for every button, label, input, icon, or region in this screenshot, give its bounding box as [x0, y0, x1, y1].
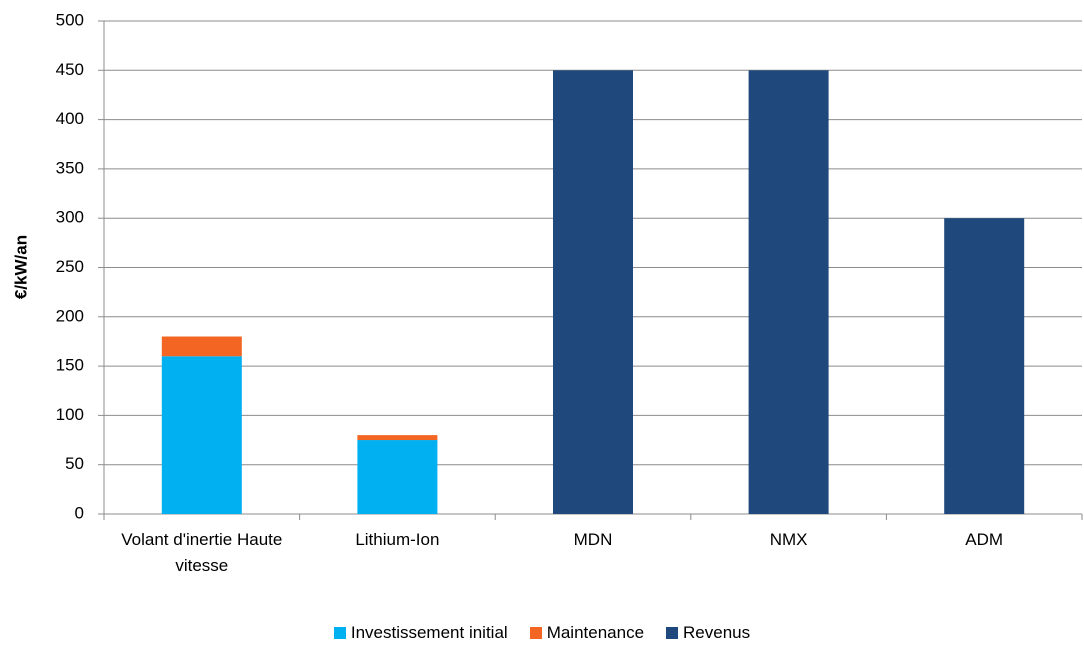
y-tick-label: 50 — [65, 454, 84, 473]
x-tick-label: MDN — [573, 530, 613, 549]
bar — [748, 70, 829, 515]
bar — [161, 336, 242, 357]
x-tick-label: ADM — [965, 530, 1004, 549]
y-tick-label: 200 — [56, 306, 84, 325]
y-tick-label: 500 — [56, 10, 84, 29]
legend-swatch — [666, 627, 679, 639]
y-tick-label: 100 — [56, 405, 84, 424]
legend-label: Revenus — [683, 623, 751, 642]
x-tick-label: Lithium-Ion — [355, 530, 440, 549]
x-tick-label: Volant d'inertie Haute vitesse — [121, 530, 283, 575]
bar — [553, 70, 633, 515]
bar — [944, 218, 1025, 514]
bar — [161, 356, 242, 514]
legend-label: Maintenance — [546, 623, 645, 642]
y-tick-label: 250 — [56, 257, 84, 276]
bar — [357, 440, 438, 514]
y-tick-label: 150 — [56, 356, 84, 375]
y-tick-label: 300 — [56, 208, 84, 227]
legend-label: Investissement initial — [350, 623, 508, 642]
legend-item: Maintenance — [529, 623, 645, 643]
legend-swatch — [529, 627, 542, 639]
legend: Investissement initial Maintenance Revenus — [0, 623, 1084, 643]
y-tick-label: 450 — [56, 60, 84, 79]
legend-swatch — [333, 627, 346, 639]
y-axis-label: €/kW/an — [11, 235, 30, 299]
y-tick-label: 350 — [56, 158, 84, 177]
legend-item: Investissement initial — [333, 623, 508, 643]
x-tick-label: NMX — [769, 530, 808, 549]
bar — [357, 435, 438, 441]
y-tick-label: 400 — [56, 109, 84, 128]
legend-item: Revenus — [666, 623, 750, 643]
y-tick-label: 0 — [75, 503, 84, 522]
